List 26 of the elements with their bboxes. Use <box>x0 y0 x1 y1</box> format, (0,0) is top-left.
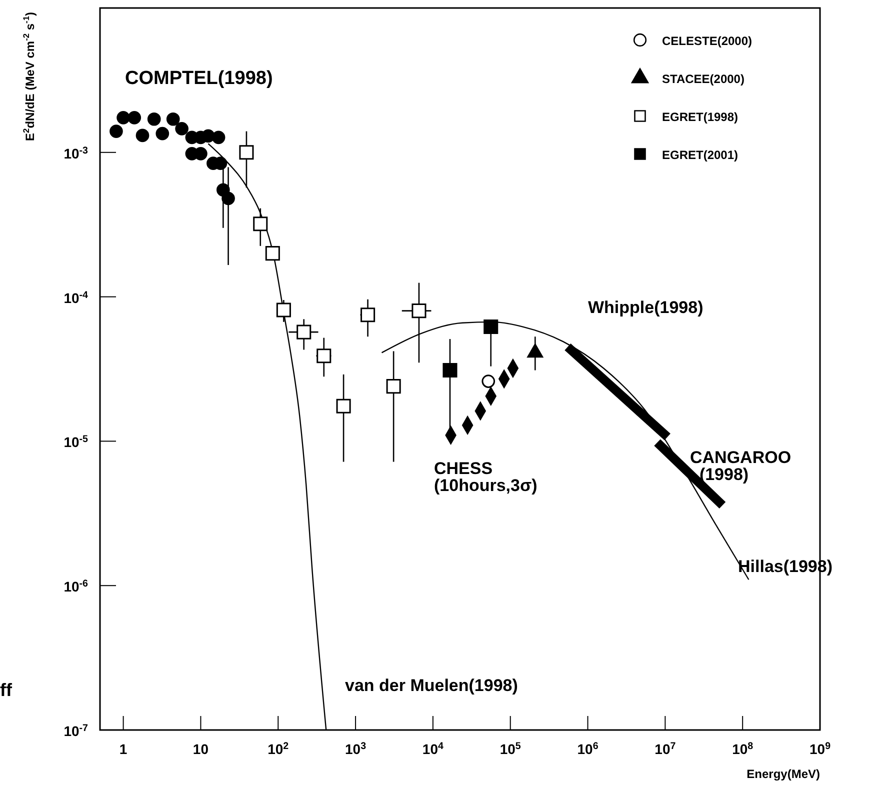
annotation: CHESS (10hours,3σ) <box>434 459 538 495</box>
y-tick-label: 10$^{-5}$ <box>64 434 89 450</box>
annotation: CANGAROO (1998) <box>690 448 792 484</box>
x-tick-label: 10 <box>192 741 209 757</box>
annotation: Whipple(1998) <box>588 298 704 317</box>
annotation: COMPTEL(1998) <box>125 68 273 89</box>
text: ff <box>0 680 13 700</box>
y-tick-label: 10$^{-4}$ <box>64 289 89 306</box>
x-tick-label: 10$^{4}$ <box>422 740 444 757</box>
x-tick-label: 10$^{9}$ <box>809 740 832 757</box>
x-tick-label: 10$^{6}$ <box>577 740 599 757</box>
y-tick-label: 10$^{-3}$ <box>64 144 89 162</box>
x-tick-label: 10$^{3}$ <box>345 740 367 757</box>
annotation: van der Muelen(1998) <box>345 676 518 695</box>
x-tick-label: 10$^{2}$ <box>268 740 290 757</box>
x-tick-label: 10$^{8}$ <box>732 740 754 757</box>
y-tick-label: 10$^{-6}$ <box>64 578 89 595</box>
x-axis-title: Energy(MeV) <box>746 767 820 781</box>
x-tick-label: 1 <box>119 741 128 757</box>
legend-label: EGRET(2001) <box>662 148 738 162</box>
legend-label: STACEE(2000) <box>662 72 744 86</box>
x-tick-label: 10$^{5}$ <box>500 740 522 757</box>
x-tick-label: 10$^{7}$ <box>654 740 676 757</box>
legend-label: EGRET(1998) <box>662 110 738 124</box>
legend-label: CELESTE(2000) <box>662 34 752 48</box>
y-tick-label: 10$^{-7}$ <box>64 722 89 739</box>
